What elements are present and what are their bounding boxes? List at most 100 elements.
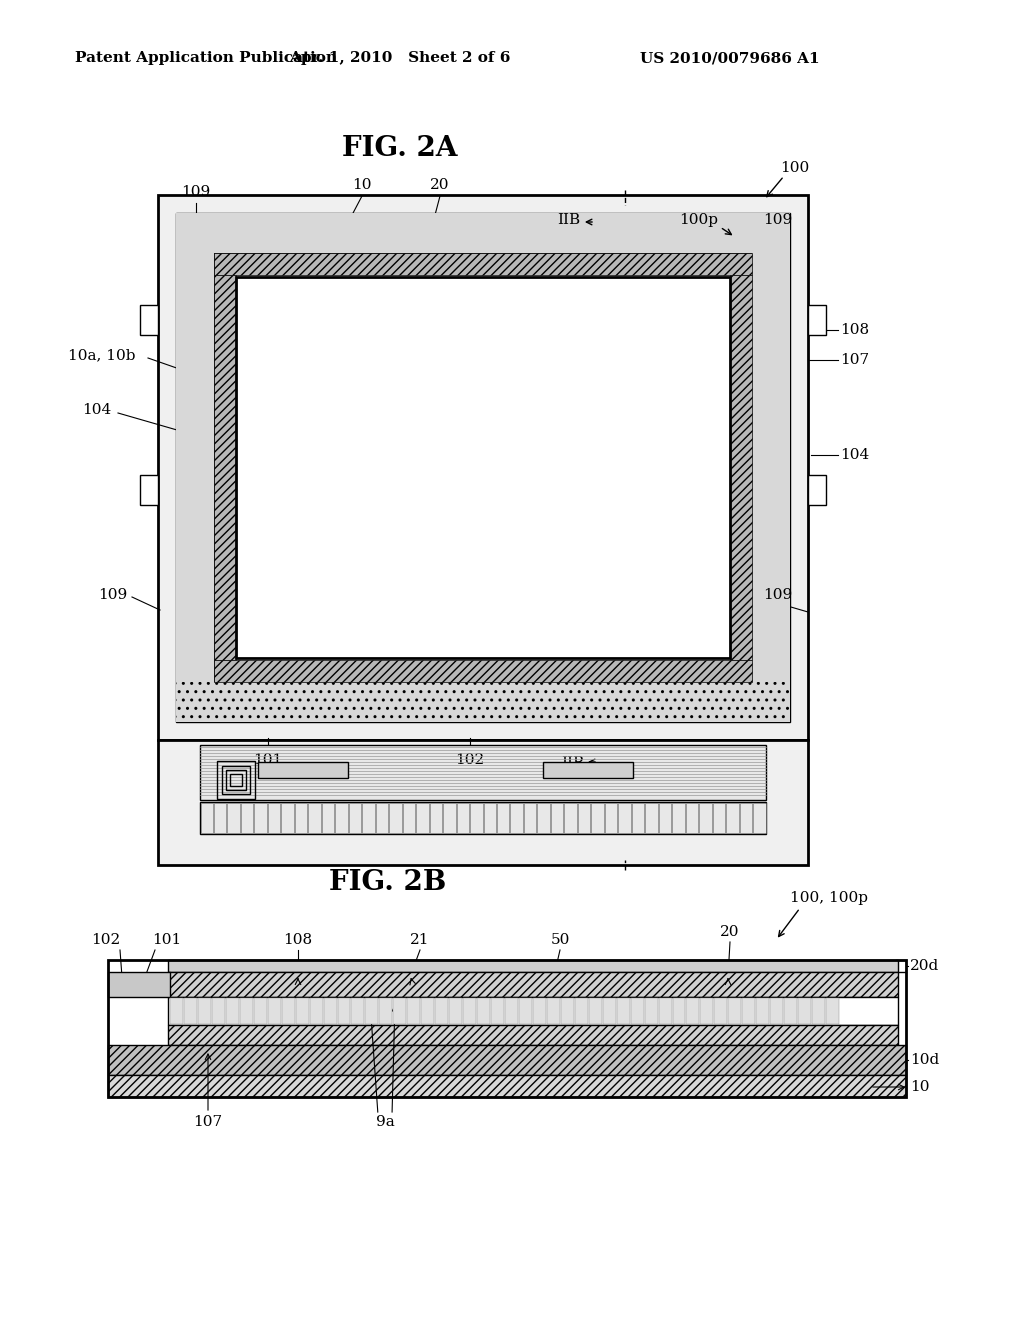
Text: 10a, 10b: 10a, 10b [68, 348, 135, 362]
Bar [752, 253, 790, 682]
Bar [538, 803, 550, 833]
Text: 109: 109 [763, 587, 793, 602]
Bar [591, 803, 604, 833]
Bar [170, 998, 183, 1024]
Bar [713, 803, 725, 833]
Bar [176, 213, 790, 722]
Bar [589, 998, 602, 1024]
Bar [282, 998, 295, 1024]
Bar [362, 803, 375, 833]
Text: 20: 20 [430, 178, 450, 191]
Bar [730, 275, 752, 660]
Bar [798, 998, 811, 1024]
Bar [222, 766, 250, 795]
Bar [753, 803, 766, 833]
Bar [808, 475, 826, 506]
Text: 107: 107 [840, 352, 869, 367]
Text: Apr. 1, 2010   Sheet 2 of 6: Apr. 1, 2010 Sheet 2 of 6 [290, 51, 511, 65]
Bar [254, 998, 266, 1024]
Bar [524, 803, 537, 833]
Bar [227, 803, 240, 833]
Bar [200, 744, 766, 800]
Bar [198, 998, 211, 1024]
Bar [296, 998, 308, 1024]
Bar [561, 998, 573, 1024]
Bar [492, 998, 504, 1024]
Text: 101: 101 [253, 752, 283, 767]
Bar [532, 998, 546, 1024]
Bar [324, 998, 337, 1024]
Bar [519, 998, 531, 1024]
Text: 107: 107 [194, 1115, 222, 1129]
Bar [470, 803, 482, 833]
Bar [176, 213, 790, 253]
Text: 20d: 20d [910, 960, 939, 973]
Bar [158, 195, 808, 741]
Bar [366, 998, 379, 1024]
Bar [505, 998, 518, 1024]
Bar [463, 998, 476, 1024]
Bar [335, 803, 348, 833]
Text: 109: 109 [181, 185, 211, 199]
Text: 100, 100p: 100, 100p [790, 891, 868, 906]
Bar [618, 803, 631, 833]
Bar [632, 803, 644, 833]
Bar [551, 803, 563, 833]
Bar [826, 998, 839, 1024]
Bar [457, 803, 469, 833]
Bar [497, 803, 510, 833]
Bar [308, 803, 321, 833]
Bar [351, 998, 365, 1024]
Bar [605, 803, 617, 833]
Bar [168, 997, 898, 1026]
Bar [699, 803, 712, 833]
Bar [108, 1074, 906, 1097]
Text: 101: 101 [152, 933, 181, 946]
Text: 109: 109 [98, 587, 127, 602]
Bar [201, 803, 213, 833]
Text: IIB: IIB [561, 756, 584, 770]
Bar [393, 998, 407, 1024]
Text: 9a: 9a [376, 1115, 394, 1129]
Bar [450, 998, 462, 1024]
Bar [389, 803, 401, 833]
Bar [267, 998, 281, 1024]
Bar [282, 803, 294, 833]
Bar [214, 803, 226, 833]
Text: 102: 102 [91, 933, 120, 946]
Bar [168, 960, 898, 972]
Text: 109: 109 [763, 213, 793, 227]
Text: 104: 104 [840, 447, 869, 462]
Bar [631, 998, 643, 1024]
Bar [658, 803, 671, 833]
Bar [226, 998, 239, 1024]
Bar [376, 803, 388, 833]
Bar [672, 803, 685, 833]
Text: 100: 100 [780, 161, 809, 176]
Bar [700, 998, 714, 1024]
Text: 10: 10 [352, 178, 372, 191]
Bar [564, 803, 577, 833]
Bar [254, 803, 267, 833]
Bar [295, 803, 307, 833]
Text: IIB: IIB [557, 213, 580, 227]
Bar [212, 998, 225, 1024]
Bar [176, 682, 790, 722]
Text: 50: 50 [550, 933, 569, 946]
Bar [200, 803, 766, 834]
Bar [616, 998, 630, 1024]
Text: 10: 10 [910, 1080, 930, 1094]
Bar [686, 998, 699, 1024]
Bar [510, 803, 523, 833]
Text: 104: 104 [82, 403, 112, 417]
Bar [158, 741, 808, 865]
Text: Patent Application Publication: Patent Application Publication [75, 51, 337, 65]
Bar [812, 998, 825, 1024]
Text: 108: 108 [840, 323, 869, 337]
Bar [402, 803, 415, 833]
Bar [140, 475, 158, 506]
Bar [421, 998, 434, 1024]
Text: 20: 20 [720, 925, 739, 939]
Bar [168, 1026, 898, 1045]
Text: 100p: 100p [679, 213, 718, 227]
